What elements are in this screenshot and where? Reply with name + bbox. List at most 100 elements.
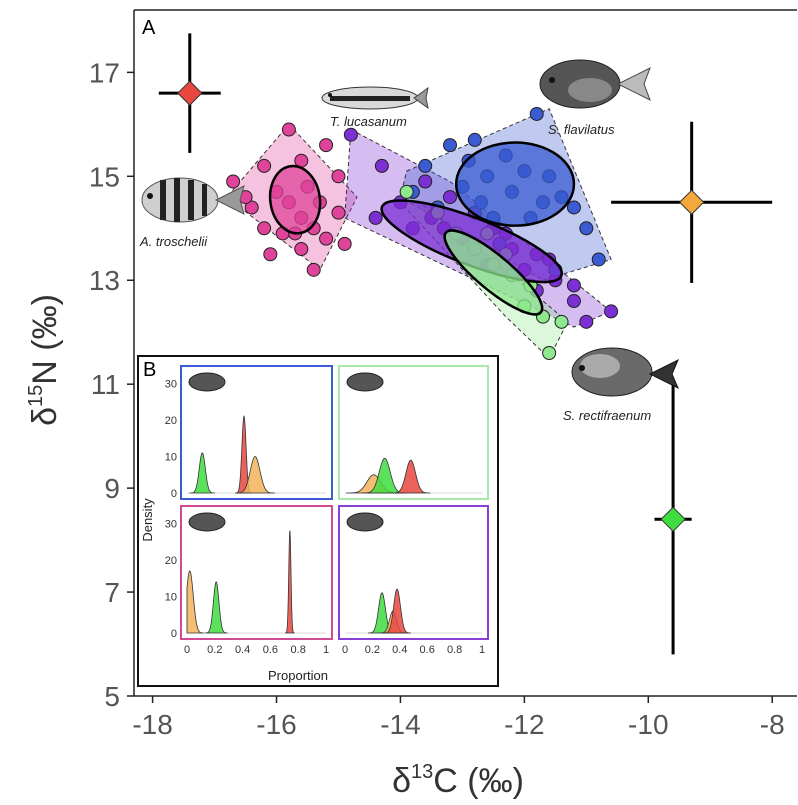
panel-b-label: B	[143, 359, 156, 381]
density-curve	[391, 459, 431, 494]
fish-thumb-icon	[188, 372, 226, 392]
point-s-rectifraenum	[554, 314, 569, 329]
x-tick-label: -10	[628, 709, 668, 740]
x-ticks: -18 -16 -14 -12 -10 -8	[132, 696, 785, 740]
point-s-flavilatus	[591, 252, 606, 267]
density-curve	[285, 530, 295, 634]
fish-thumb-icon	[346, 372, 384, 392]
point-a-troschelii	[319, 138, 334, 153]
point-a-troschelii	[244, 200, 259, 215]
y-tick-label: 17	[89, 57, 120, 88]
density-curve	[382, 588, 412, 634]
x-axis-title: δ13C (‰)	[392, 761, 524, 800]
density-curve	[186, 570, 205, 634]
inset-y-tick: 30	[165, 518, 177, 530]
y-tick-label: 5	[104, 681, 120, 712]
point-a-troschelii	[331, 169, 346, 184]
label-a-troschelii: A. troschelii	[139, 234, 208, 249]
point-s-flavilatus	[443, 138, 458, 153]
point-t-lucasanum	[566, 278, 581, 293]
y-ticks: 5 7 9 11 13 15 17	[89, 57, 134, 712]
point-t-lucasanum	[374, 158, 389, 173]
point-a-troschelii	[337, 236, 352, 251]
fish-icon-t-lucasanum	[321, 86, 429, 110]
point-a-troschelii	[281, 122, 296, 137]
point-a-troschelii	[294, 242, 309, 257]
source-marker	[678, 189, 705, 215]
inset-x-tick: 0.8	[291, 644, 306, 656]
y-axis-title: δ15N (‰)	[25, 294, 64, 426]
point-a-troschelii	[331, 205, 346, 220]
source-marker	[177, 80, 203, 106]
inset-x-tick: 0	[342, 644, 348, 656]
ellipse-s-rectifraenum	[443, 229, 544, 316]
density-curve	[235, 455, 275, 494]
inset-x-tick: 0.2	[365, 644, 380, 656]
point-s-rectifraenum	[399, 184, 414, 199]
point-s-flavilatus	[566, 200, 581, 215]
label-t-lucasanum: T. lucasanum	[330, 114, 407, 129]
source-markers	[158, 33, 773, 655]
fish-thumb-icon	[346, 512, 384, 532]
ellipse-s-flavilatus	[454, 141, 576, 227]
point-a-troschelii	[263, 247, 278, 262]
inset-y-tick: 10	[165, 451, 177, 463]
x-tick-label: -18	[132, 709, 172, 740]
point-a-troschelii	[306, 262, 321, 277]
inset-x-tick: 0	[184, 644, 190, 656]
point-t-lucasanum	[418, 174, 433, 189]
sea-ellipses	[268, 141, 576, 316]
panel-a-label: A	[142, 17, 156, 39]
source-marker	[660, 506, 686, 533]
inset-y-tick: 0	[171, 488, 177, 500]
inset-x-tick: 0.6	[420, 644, 435, 656]
inset-y-tick: 20	[165, 555, 177, 567]
point-s-flavilatus	[529, 106, 544, 121]
inset-y-title: Density	[140, 498, 155, 542]
inset-x-title: Proportion	[268, 668, 328, 683]
point-t-lucasanum	[604, 304, 619, 319]
y-tick-label: 11	[91, 369, 120, 400]
inset-y-tick: 10	[165, 591, 177, 603]
label-s-flavilatus: S. flavilatus	[548, 122, 615, 137]
label-s-rectifraenum: S. rectifraenum	[563, 408, 651, 423]
inset-y-tick: 30	[165, 378, 177, 390]
fish-icon-a-troschelii	[141, 177, 245, 223]
x-tick-label: -14	[380, 709, 420, 740]
fish-icon-s-rectifraenum	[571, 347, 679, 397]
fish-icon-s-flavilatus	[539, 59, 651, 109]
point-t-lucasanum	[566, 294, 581, 309]
ellipse-a-troschelii	[268, 164, 322, 235]
inset-x-tick: 1	[323, 644, 329, 656]
density-curve	[204, 581, 228, 634]
inset-x-tick: 0.8	[447, 644, 462, 656]
point-s-rectifraenum	[542, 346, 557, 360]
point-s-flavilatus	[418, 158, 433, 173]
y-tick-label: 13	[89, 265, 120, 296]
fish-thumb-icon	[188, 512, 226, 532]
inset-y-tick: 20	[165, 415, 177, 427]
inset-x-tick: 0.6	[263, 644, 278, 656]
point-a-troschelii	[257, 158, 272, 173]
point-t-lucasanum	[579, 314, 594, 329]
point-t-lucasanum	[443, 190, 458, 205]
inset-x-tick: 0.4	[235, 644, 250, 656]
point-t-lucasanum	[343, 127, 358, 142]
point-a-troschelii	[319, 231, 334, 246]
x-tick-label: -16	[256, 709, 296, 740]
y-tick-label: 7	[104, 577, 120, 608]
y-tick-label: 15	[89, 161, 120, 192]
point-t-lucasanum	[368, 210, 383, 225]
point-s-flavilatus	[467, 132, 482, 147]
inset-x-tick: 0.4	[392, 644, 407, 656]
point-a-troschelii	[226, 174, 241, 189]
y-tick-label: 9	[104, 473, 120, 504]
x-tick-label: -12	[504, 709, 544, 740]
inset-x-tick: 0.2	[207, 644, 222, 656]
inset-y-tick: 0	[171, 628, 177, 640]
density-curve	[189, 452, 215, 494]
inset-x-tick: 1	[479, 644, 485, 656]
point-a-troschelii	[257, 221, 272, 236]
